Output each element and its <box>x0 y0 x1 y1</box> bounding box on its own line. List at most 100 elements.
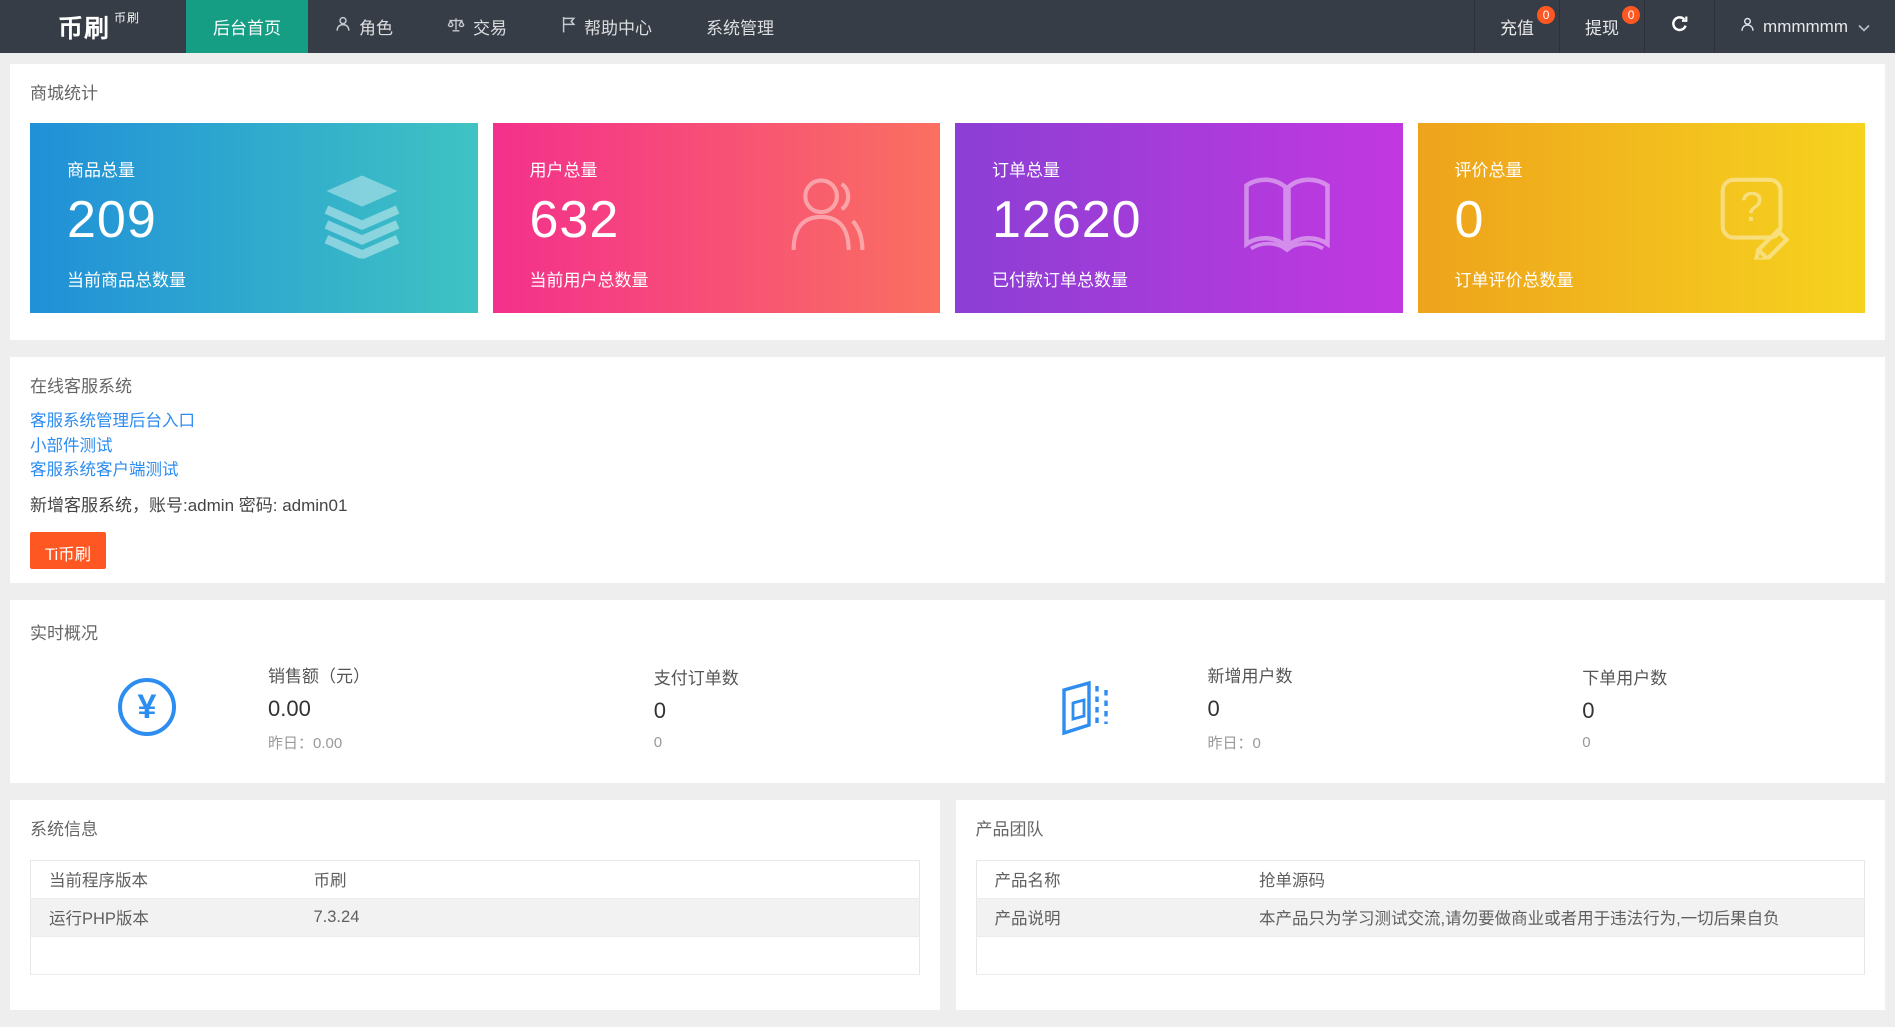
table-row: 产品名称 抢单源码 <box>976 860 1865 899</box>
mall-stats-panel: 商城统计 商品总量 209 当前商品总数量 用户总量 632 当 <box>10 64 1885 340</box>
person-icon <box>335 16 351 37</box>
customer-service-panel: 在线客服系统 客服系统管理后台入口 小部件测试 客服系统客户端测试 新增客服系统… <box>10 357 1885 583</box>
row-value: 币刷 <box>295 860 919 899</box>
refresh-icon <box>1670 15 1689 39</box>
stat-card-orders: 订单总量 12620 已付款订单总数量 <box>955 123 1403 313</box>
tab-help-center[interactable]: 帮助中心 <box>534 0 679 53</box>
client-test-link[interactable]: 客服系统客户端测试 <box>30 461 179 479</box>
flag-icon <box>561 16 576 38</box>
service-admin-link[interactable]: 客服系统管理后台入口 <box>30 412 195 430</box>
row-value: 7.3.24 <box>295 898 919 937</box>
product-team-title: 产品团队 <box>975 819 1044 839</box>
product-team-table: 产品名称 抢单源码 产品说明 本产品只为学习测试交流,请勿要做商业或者用于违法行… <box>975 859 1865 975</box>
row-value <box>295 936 919 975</box>
table-row: 运行PHP版本 7.3.24 <box>30 898 919 937</box>
tab-dashboard-label: 后台首页 <box>213 19 282 38</box>
recharge-button[interactable]: 充值 0 <box>1474 0 1559 53</box>
row-label: 当前程序版本 <box>30 860 296 899</box>
stat-card-label: 评价总量 <box>1454 161 1523 180</box>
stat-card-users: 用户总量 632 当前用户总数量 <box>492 123 940 313</box>
ti-bishua-button[interactable]: Ti币刷 <box>30 531 107 569</box>
realtime-stat-paid-orders: 支付订单数 0 0 <box>562 664 948 751</box>
stat-label: 支付订单数 <box>653 668 739 688</box>
stat-card-desc: 已付款订单总数量 <box>992 271 1128 290</box>
storefront-icon <box>1052 675 1116 739</box>
top-navbar: 币刷 币刷 后台首页 角色 交易 帮助中心 系统管理 <box>0 0 1895 53</box>
bottom-panels-row: 系统信息 当前程序版本 币刷 运行PHP版本 7.3.24 产品团队 <box>10 799 1885 1027</box>
row-value: 抢单源码 <box>1241 860 1865 899</box>
recharge-label: 充值 <box>1500 19 1535 38</box>
tab-system-admin[interactable]: 系统管理 <box>679 0 801 53</box>
stat-card-value: 12620 <box>992 191 1142 249</box>
logo-superscript: 币刷 <box>114 11 141 25</box>
stat-value: 0 <box>1207 695 1220 721</box>
user-menu[interactable]: mmmmmm <box>1714 0 1895 53</box>
stat-card-value: 632 <box>529 191 620 249</box>
realtime-title: 实时概况 <box>30 623 98 643</box>
realtime-stat-sales: 销售额（元） 0.00 昨日：0.00 <box>176 662 562 753</box>
realtime-stat-new-users: 新增用户数 0 昨日：0 <box>1116 662 1491 753</box>
withdraw-label: 提现 <box>1585 19 1620 38</box>
widget-test-link[interactable]: 小部件测试 <box>30 436 113 455</box>
stat-value: 0 <box>653 697 666 723</box>
stat-sub: 0 <box>1582 733 1591 751</box>
withdraw-badge: 0 <box>1622 6 1641 24</box>
stat-card-reviews: 评价总量 0 订单评价总数量 ? <box>1417 123 1865 313</box>
stat-card-value: 209 <box>67 191 157 249</box>
tab-system-admin-label: 系统管理 <box>706 19 775 38</box>
app-logo: 币刷 币刷 <box>58 0 140 53</box>
stat-sub: 昨日：0.00 <box>268 734 343 752</box>
row-label: 产品名称 <box>976 860 1241 899</box>
row-label: 运行PHP版本 <box>30 898 296 937</box>
realtime-users-group: 新增用户数 0 昨日：0 下单用户数 0 0 <box>948 662 1866 753</box>
stat-label: 销售额（元） <box>268 666 370 686</box>
recharge-badge: 0 <box>1537 6 1556 24</box>
table-row: 当前程序版本 币刷 <box>30 860 919 899</box>
product-team-panel: 产品团队 产品名称 抢单源码 产品说明 本产品只为学习测试交流,请勿要做商业或者… <box>955 799 1885 1010</box>
row-value <box>1241 936 1865 975</box>
system-info-title: 系统信息 <box>30 819 98 839</box>
stat-card-label: 用户总量 <box>529 161 598 180</box>
stat-sub: 0 <box>653 733 663 751</box>
user-icon <box>784 172 872 265</box>
stat-sub: 昨日：0 <box>1207 734 1261 752</box>
tab-dashboard[interactable]: 后台首页 <box>186 0 309 53</box>
system-info-panel: 系统信息 当前程序版本 币刷 运行PHP版本 7.3.24 <box>10 799 940 1010</box>
customer-service-title: 在线客服系统 <box>30 377 132 396</box>
tab-trade-label: 交易 <box>473 19 508 38</box>
service-links: 客服系统管理后台入口 小部件测试 客服系统客户端测试 <box>30 409 1865 483</box>
page-content: 商城统计 商品总量 209 当前商品总数量 用户总量 632 当 <box>0 53 1895 1027</box>
tab-help-center-label: 帮助中心 <box>584 19 653 38</box>
stat-card-desc: 当前商品总数量 <box>67 271 186 290</box>
stat-card-label: 商品总量 <box>67 161 135 180</box>
withdraw-button[interactable]: 提现 0 <box>1559 0 1644 53</box>
table-row: 产品说明 本产品只为学习测试交流,请勿要做商业或者用于违法行为,一切后果自负 <box>976 898 1865 937</box>
stat-card-value: 0 <box>1454 191 1485 249</box>
username: mmmmmm <box>1763 16 1848 36</box>
mall-stats-title: 商城统计 <box>30 84 98 103</box>
realtime-sales-group: ¥ 销售额（元） 0.00 昨日：0.00 支付订单数 0 0 <box>30 662 948 753</box>
realtime-row: ¥ 销售额（元） 0.00 昨日：0.00 支付订单数 0 0 <box>30 662 1865 753</box>
stat-card-desc: 订单评价总数量 <box>1454 271 1574 290</box>
stat-label: 下单用户数 <box>1582 668 1668 688</box>
realtime-overview-panel: 实时概况 ¥ 销售额（元） 0.00 昨日：0.00 支付订单数 0 0 <box>10 599 1885 783</box>
stat-cards-row: 商品总量 209 当前商品总数量 用户总量 632 当前用户总数量 <box>30 123 1865 313</box>
user-icon <box>1740 17 1755 37</box>
scales-icon <box>447 16 465 38</box>
system-info-table: 当前程序版本 币刷 运行PHP版本 7.3.24 <box>30 859 920 975</box>
stat-card-desc: 当前用户总数量 <box>529 271 649 290</box>
chevron-down-icon <box>1858 17 1870 37</box>
row-label <box>976 936 1241 975</box>
stat-value: 0 <box>1582 697 1595 723</box>
stat-card-label: 订单总量 <box>992 161 1060 180</box>
refresh-button[interactable] <box>1644 0 1714 53</box>
table-row <box>30 936 919 975</box>
row-value: 本产品只为学习测试交流,请勿要做商业或者用于违法行为,一切后果自负 <box>1241 898 1865 937</box>
service-credentials-note: 新增客服系统，账号:admin 密码: admin01 <box>30 495 348 515</box>
table-row <box>976 936 1865 975</box>
realtime-stat-ordering-users: 下单用户数 0 0 <box>1490 664 1865 751</box>
tab-roles[interactable]: 角色 <box>308 0 420 53</box>
stat-label: 新增用户数 <box>1207 666 1293 686</box>
tab-trade[interactable]: 交易 <box>420 0 534 53</box>
layers-icon <box>314 173 410 264</box>
